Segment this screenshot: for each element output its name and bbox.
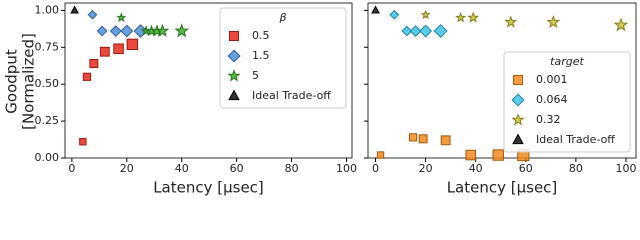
marker-star [546,14,561,29]
marker-diamond [120,24,134,38]
legend-marker [511,113,525,126]
marker-square [113,43,124,55]
chart: 0 20 40 60 80 1000.000.250.500.751.00Latency … [3,2,636,197]
marker-star [504,15,518,28]
legend-marker [227,49,241,63]
x-tick-label: 20 [419,162,433,175]
x-tick-label: 0 [372,162,379,175]
x-axis-label: Latency [μsec] [153,179,264,197]
legend-marker [511,93,525,107]
legend-label: 0.32 [536,113,561,126]
legend-marker [513,75,523,85]
marker-star [613,17,629,32]
x-tick-label: 60 [230,162,244,175]
legend-label: Ideal Trade-off [536,133,615,146]
marker-star [174,23,190,38]
y-tick-label: 0.50 [35,77,60,90]
marker-diamond [409,25,422,37]
y-tick-label: 0.75 [35,40,60,53]
marker-diamond [419,24,433,38]
legend-label: 0.064 [536,93,568,106]
marker-diamond [389,9,400,20]
marker-square [465,149,476,161]
legend-label: 0.5 [252,29,270,42]
marker-square [82,72,92,81]
marker-diamond [87,9,98,20]
legend-label: 1.5 [252,49,270,62]
x-tick-label: 100 [336,162,357,175]
legend-label: 5 [252,69,259,82]
marker-square [440,135,451,146]
marker-diamond [401,25,413,37]
legend-label: 0.001 [536,73,568,86]
marker-square [89,59,99,69]
marker-star [155,23,170,37]
marker-square [99,46,110,57]
marker-square [79,138,87,146]
x-tick-label: 40 [469,162,483,175]
legend-marker [227,69,241,82]
y-axis-label: Goodput [3,49,21,114]
marker-triangle [70,5,79,14]
legend-title: β [278,11,286,24]
x-tick-label: 60 [519,162,533,175]
marker-square [418,134,428,144]
legend-box [503,51,631,153]
legend: target 0.001 0.064 0.32 Ideal Trade-off [503,51,631,153]
marker-star [116,12,127,23]
x-axis-label: Latency [μsec] [447,179,558,197]
marker-star [455,11,467,23]
x-tick-label: 0 [68,162,75,175]
legend-marker [228,89,240,101]
marker-diamond [433,24,448,38]
marker-square [376,151,385,159]
x-tick-label: 40 [175,162,189,175]
legend-box [219,7,347,109]
legend-label: Ideal Trade-off [252,89,331,102]
legend-marker [512,133,524,145]
marker-square [408,133,418,142]
x-tick-label: 80 [569,162,583,175]
marker-star [420,9,431,20]
marker-diamond [96,25,108,37]
y-tick-label: 0.00 [35,151,60,164]
marker-star [467,11,480,23]
marker-diamond [109,25,122,37]
x-tick-label: 20 [120,162,134,175]
marker-square [492,149,504,161]
x-tick-label: 100 [615,162,636,175]
y-tick-label: 1.00 [35,3,60,16]
plot-frame [64,2,353,159]
legend: β 0.5 1.5 5 Ideal Trade-off [219,7,347,109]
y-tick-label: 0.25 [35,114,60,127]
x-tick-label: 80 [285,162,299,175]
y-axis-label: [Normalized] [20,33,38,130]
marker-triangle [371,5,380,14]
legend-title: target [550,55,584,68]
marker-square [126,38,138,51]
legend-marker [229,31,239,41]
